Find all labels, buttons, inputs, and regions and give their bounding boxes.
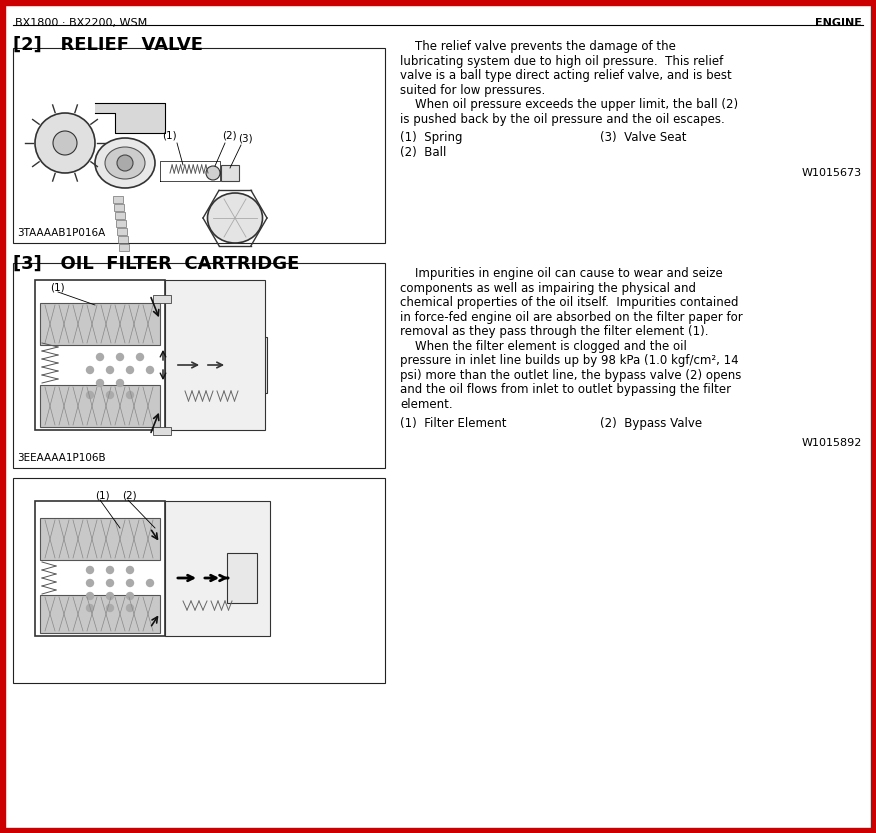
Bar <box>40 518 160 560</box>
Text: lubricating system due to high oil pressure.  This relief: lubricating system due to high oil press… <box>400 54 724 67</box>
Circle shape <box>206 166 220 180</box>
Bar <box>153 295 171 303</box>
Text: ENGINE: ENGINE <box>816 18 862 28</box>
Bar <box>871 0 876 833</box>
Circle shape <box>87 580 94 586</box>
Text: W1015673: W1015673 <box>802 168 862 178</box>
Circle shape <box>87 566 94 573</box>
Circle shape <box>96 380 103 387</box>
Text: [3]   OIL  FILTER  CARTRIDGE: [3] OIL FILTER CARTRIDGE <box>13 255 300 273</box>
Bar <box>232 337 267 393</box>
Bar <box>167 553 227 603</box>
Ellipse shape <box>95 138 155 188</box>
Circle shape <box>87 367 94 373</box>
Text: (1): (1) <box>162 130 176 140</box>
Circle shape <box>35 113 95 173</box>
Text: The relief valve prevents the damage of the: The relief valve prevents the damage of … <box>400 40 676 53</box>
Circle shape <box>87 592 94 600</box>
Bar <box>221 165 239 181</box>
Bar <box>13 48 385 243</box>
Circle shape <box>117 380 124 387</box>
Text: psi) more than the outlet line, the bypass valve (2) opens: psi) more than the outlet line, the bypa… <box>400 368 741 382</box>
Circle shape <box>236 354 258 376</box>
Text: When the filter element is clogged and the oil: When the filter element is clogged and t… <box>400 340 687 352</box>
Text: in force-fed engine oil are absorbed on the filter paper for: in force-fed engine oil are absorbed on … <box>400 311 743 323</box>
Bar <box>117 228 127 235</box>
Circle shape <box>107 605 114 611</box>
Bar <box>40 303 160 345</box>
Bar <box>0 828 876 833</box>
Bar <box>40 595 160 633</box>
Bar <box>153 427 171 435</box>
Bar <box>13 263 385 468</box>
Circle shape <box>126 605 133 611</box>
Text: is pushed back by the oil pressure and the oil escapes.: is pushed back by the oil pressure and t… <box>400 112 724 126</box>
Circle shape <box>146 580 153 586</box>
Text: BX1800 · BX2200, WSM: BX1800 · BX2200, WSM <box>15 18 147 28</box>
Text: (2): (2) <box>222 130 237 140</box>
Text: When oil pressure exceeds the upper limit, the ball (2): When oil pressure exceeds the upper limi… <box>400 98 738 111</box>
Text: pressure in inlet line builds up by 98 kPa (1.0 kgf/cm², 14: pressure in inlet line builds up by 98 k… <box>400 354 738 367</box>
Text: (1): (1) <box>95 490 110 500</box>
Bar <box>167 337 232 393</box>
Circle shape <box>146 367 153 373</box>
Bar <box>118 236 128 243</box>
Circle shape <box>117 353 124 361</box>
Bar <box>165 280 265 430</box>
Text: (2): (2) <box>122 490 137 500</box>
Bar <box>35 501 165 636</box>
Circle shape <box>126 392 133 398</box>
Circle shape <box>137 353 144 361</box>
Text: (2)  Ball: (2) Ball <box>400 146 447 158</box>
Text: W1015892: W1015892 <box>802 437 862 447</box>
Circle shape <box>87 392 94 398</box>
Ellipse shape <box>105 147 145 179</box>
Bar <box>13 478 385 683</box>
Bar <box>35 280 165 430</box>
Text: components as well as impairing the physical and: components as well as impairing the phys… <box>400 282 696 295</box>
Bar <box>114 204 124 211</box>
Text: (3)  Valve Seat: (3) Valve Seat <box>600 131 687 144</box>
Ellipse shape <box>208 193 263 243</box>
Circle shape <box>126 566 133 573</box>
Circle shape <box>87 605 94 611</box>
Bar <box>40 385 160 427</box>
Bar <box>113 196 123 203</box>
Circle shape <box>126 367 133 373</box>
Text: and the oil flows from inlet to outlet bypassing the filter: and the oil flows from inlet to outlet b… <box>400 383 731 396</box>
Bar <box>0 0 876 5</box>
Text: (1): (1) <box>50 282 65 292</box>
Circle shape <box>117 155 133 171</box>
Text: (3): (3) <box>237 133 252 143</box>
Text: 3TAAAAB1P016A: 3TAAAAB1P016A <box>17 228 105 238</box>
Circle shape <box>107 392 114 398</box>
Text: (1)  Spring: (1) Spring <box>400 131 463 144</box>
Text: valve is a ball type direct acting relief valve, and is best: valve is a ball type direct acting relie… <box>400 69 731 82</box>
Text: (2)  Bypass Valve: (2) Bypass Valve <box>600 417 703 430</box>
Circle shape <box>107 367 114 373</box>
Circle shape <box>107 592 114 600</box>
Circle shape <box>126 580 133 586</box>
Circle shape <box>107 580 114 586</box>
Text: chemical properties of the oil itself.  Impurities contained: chemical properties of the oil itself. I… <box>400 296 738 309</box>
Text: removal as they pass through the filter element (1).: removal as they pass through the filter … <box>400 325 709 338</box>
Circle shape <box>53 131 77 155</box>
Bar <box>227 553 257 603</box>
Circle shape <box>107 566 114 573</box>
Text: element.: element. <box>400 397 453 411</box>
Bar <box>165 501 270 636</box>
Circle shape <box>231 567 253 589</box>
Bar <box>119 244 129 251</box>
Text: [2]   RELIEF  VALVE: [2] RELIEF VALVE <box>13 36 203 54</box>
Bar <box>116 220 126 227</box>
Polygon shape <box>95 103 165 133</box>
Circle shape <box>96 353 103 361</box>
Text: 3EEAAAA1P106B: 3EEAAAA1P106B <box>17 453 106 463</box>
Text: suited for low pressures.: suited for low pressures. <box>400 83 545 97</box>
Text: Impurities in engine oil can cause to wear and seize: Impurities in engine oil can cause to we… <box>400 267 723 280</box>
Circle shape <box>126 592 133 600</box>
Bar <box>0 0 5 833</box>
Bar <box>115 212 125 219</box>
Text: (1)  Filter Element: (1) Filter Element <box>400 417 506 430</box>
